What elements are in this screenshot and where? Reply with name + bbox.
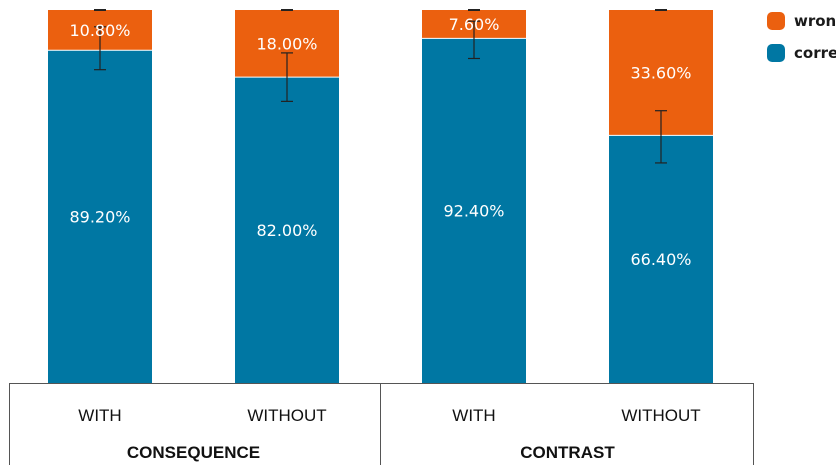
data-label-wrong-0: 10.80% xyxy=(69,21,130,40)
x-tick-label-1: WITHOUT xyxy=(247,406,326,425)
x-tick-label-2: WITH xyxy=(452,406,495,425)
legend-label-correct: correct xyxy=(794,44,836,62)
error-bar-1 xyxy=(281,52,293,102)
bar-labels-layer: 89.20% 10.80% 82.00% 18.00% 92.40% 7.60% 66.40… xyxy=(69,15,691,269)
bar-correct-2 xyxy=(422,38,526,384)
data-label-correct-1: 82.00% xyxy=(256,221,317,240)
x-tick-label-3: WITHOUT xyxy=(621,406,700,425)
bar-correct-0 xyxy=(48,50,152,384)
legend-swatch-wrong xyxy=(767,12,785,30)
legend-label-wrong: wrong xyxy=(794,12,836,30)
error-bar-3 xyxy=(655,110,667,164)
bar-correct-3 xyxy=(609,135,713,383)
data-label-wrong-1: 18.00% xyxy=(256,35,317,54)
bar-correct-1 xyxy=(235,77,339,383)
bars-layer xyxy=(48,10,713,384)
group-label-0: CONSEQUENCE xyxy=(127,443,260,462)
data-label-wrong-2: 7.60% xyxy=(449,15,500,34)
data-label-wrong-3: 33.60% xyxy=(630,64,691,83)
legend: wrong correct xyxy=(767,12,836,62)
legend-item-correct: correct xyxy=(767,44,836,62)
data-label-correct-0: 89.20% xyxy=(69,208,130,227)
error-bars-layer xyxy=(94,9,667,164)
data-label-correct-3: 66.40% xyxy=(630,250,691,269)
group-label-1: CONTRAST xyxy=(520,443,615,462)
data-label-correct-2: 92.40% xyxy=(443,202,504,221)
legend-swatch-correct xyxy=(767,44,785,62)
x-axis-table: WITH WITHOUT WITH WITHOUT CONSEQUENCE CONTRAS… xyxy=(9,383,754,465)
legend-item-wrong: wrong xyxy=(767,12,836,30)
error-bar-0 xyxy=(94,26,106,71)
error-bar-2 xyxy=(468,20,480,60)
x-tick-label-0: WITH xyxy=(78,406,121,425)
